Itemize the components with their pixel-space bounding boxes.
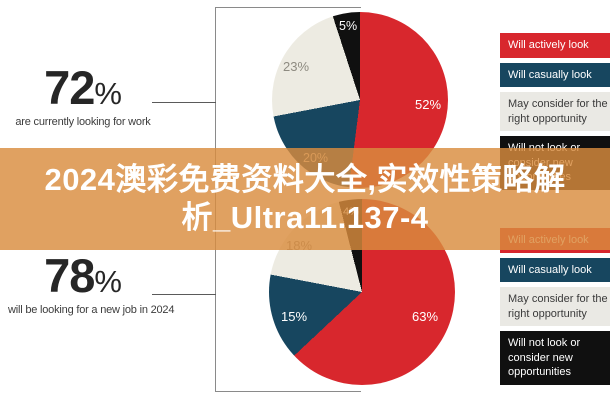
- stat-connector-line-bottom: [152, 294, 216, 295]
- legend-bottom: Will actively look Will casually look Ma…: [500, 228, 610, 385]
- slice-label-23: 23%: [283, 59, 310, 74]
- legend-item-will-casually-look: Will casually look: [500, 257, 610, 283]
- banner-text-line2: 析_Ultra11.137-4: [181, 200, 429, 235]
- stat-caption: are currently looking for work: [15, 116, 151, 128]
- legend-item-will-casually-look: Will casually look: [500, 62, 610, 88]
- stat-value: 72%: [8, 64, 158, 111]
- stat-number: 72: [44, 61, 95, 114]
- slice-label-5: 5%: [339, 19, 358, 33]
- slice-label-52: 52%: [415, 97, 442, 112]
- stat-caption: will be looking for a new job in 2024: [8, 304, 175, 316]
- watermark-banner-overlay: 2024澳彩免费资料大全,实效性策略解 析_Ultra11.137-4: [0, 148, 610, 250]
- legend-item-may-consider: May consider for the right opportunity: [500, 287, 610, 327]
- stat-block-currently-looking: 72% are currently looking for work: [8, 64, 158, 128]
- chart-panel-border-bottom: [215, 391, 361, 392]
- legend-item-will-actively-look: Will actively look: [500, 33, 610, 58]
- slice-label-63: 63%: [412, 309, 439, 324]
- legend-item-may-consider: May consider for the right opportunity: [500, 92, 610, 132]
- stat-block-new-job-2024: 78% will be looking for a new job in 202…: [8, 252, 175, 316]
- slice-label-15: 15%: [281, 309, 308, 324]
- stat-value: 78%: [8, 252, 158, 299]
- banner-text-line1: 2024澳彩免费资料大全,实效性策略解: [44, 161, 566, 197]
- percent-sign: %: [94, 264, 122, 299]
- percent-sign: %: [94, 76, 122, 111]
- stat-number: 78: [44, 249, 95, 302]
- legend-item-will-not-look: Will not look or consider new opportunit…: [500, 331, 610, 385]
- stat-connector-line-top: [152, 102, 216, 103]
- chart-panel-border-top: [215, 7, 361, 8]
